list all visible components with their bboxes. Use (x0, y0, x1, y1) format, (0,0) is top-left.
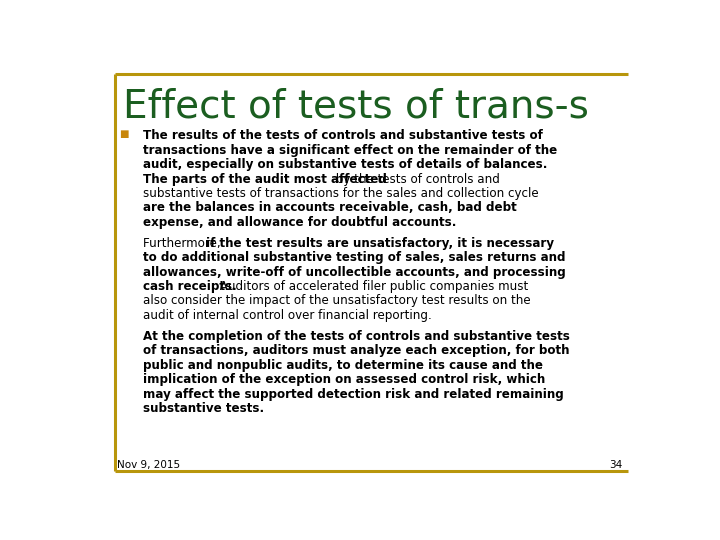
Text: audit, especially on substantive tests of details of balances.: audit, especially on substantive tests o… (143, 158, 547, 171)
Text: expense, and allowance for doubtful accounts.: expense, and allowance for doubtful acco… (143, 216, 456, 229)
Text: transactions have a significant effect on the remainder of the: transactions have a significant effect o… (143, 144, 557, 157)
Text: Auditors of accelerated filer public companies must: Auditors of accelerated filer public com… (216, 280, 528, 293)
Text: Nov 9, 2015: Nov 9, 2015 (117, 460, 180, 470)
Text: allowances, write-off of uncollectible accounts, and processing: allowances, write-off of uncollectible a… (143, 266, 566, 279)
Text: 34: 34 (610, 460, 623, 470)
Text: if the test results are unsatisfactory, it is necessary: if the test results are unsatisfactory, … (206, 237, 554, 249)
Text: may affect the supported detection risk and related remaining: may affect the supported detection risk … (143, 388, 564, 401)
Text: by the tests of controls and: by the tests of controls and (332, 173, 500, 186)
Text: are the balances in accounts receivable, cash, bad debt: are the balances in accounts receivable,… (143, 201, 517, 214)
Text: substantive tests.: substantive tests. (143, 402, 264, 415)
Text: public and nonpublic audits, to determine its cause and the: public and nonpublic audits, to determin… (143, 359, 543, 372)
Text: Furthermore,: Furthermore, (143, 237, 225, 249)
Text: substantive tests of transactions for the sales and collection cycle: substantive tests of transactions for th… (143, 187, 539, 200)
Text: At the completion of the tests of controls and substantive tests: At the completion of the tests of contro… (143, 330, 570, 343)
Text: The results of the tests of controls and substantive tests of: The results of the tests of controls and… (143, 129, 543, 142)
Text: audit of internal control over financial reporting.: audit of internal control over financial… (143, 309, 432, 322)
Text: of transactions, auditors must analyze each exception, for both: of transactions, auditors must analyze e… (143, 344, 570, 357)
Text: The parts of the audit most affected: The parts of the audit most affected (143, 173, 387, 186)
Text: Effect of tests of trans-s: Effect of tests of trans-s (124, 87, 590, 126)
Text: cash receipts.: cash receipts. (143, 280, 237, 293)
Text: ■: ■ (119, 129, 129, 139)
Text: also consider the impact of the unsatisfactory test results on the: also consider the impact of the unsatisf… (143, 294, 531, 307)
Text: to do additional substantive testing of sales, sales returns and: to do additional substantive testing of … (143, 251, 565, 264)
Text: implication of the exception on assessed control risk, which: implication of the exception on assessed… (143, 373, 545, 386)
